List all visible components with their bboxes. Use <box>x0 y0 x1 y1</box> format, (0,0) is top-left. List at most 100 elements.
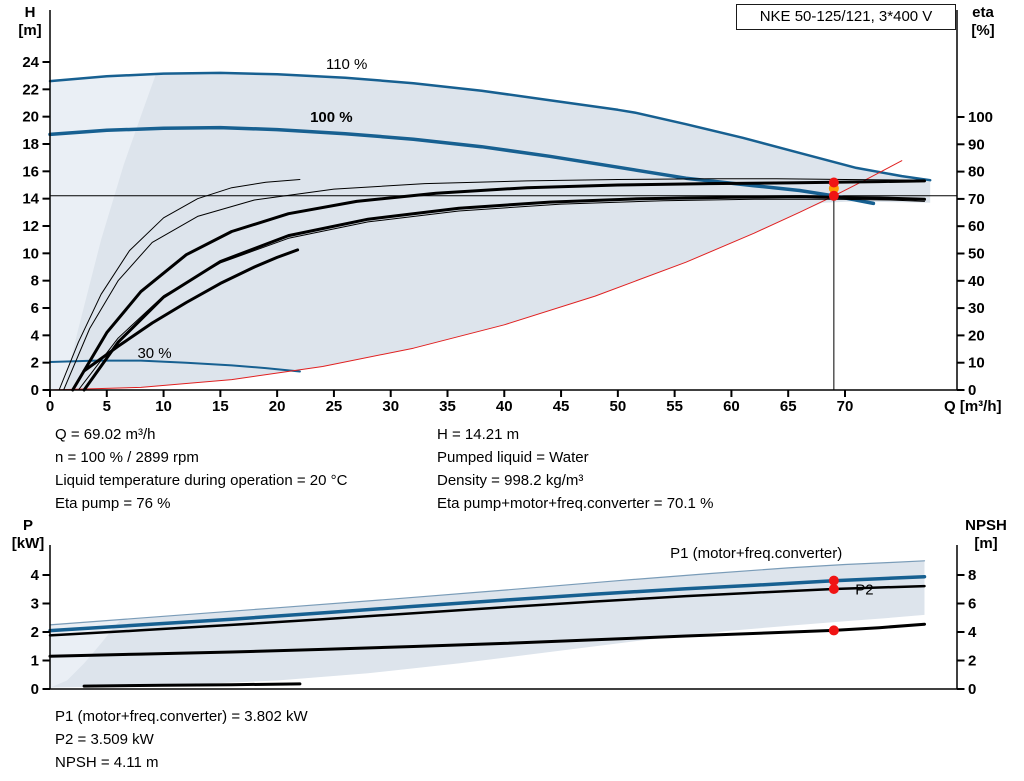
tick-label: 8 <box>31 273 39 290</box>
eta-axis-label-line1: eta <box>972 4 994 21</box>
tick-label: 12 <box>22 218 39 235</box>
tick-label: 30 <box>382 398 399 415</box>
tick-label: 4 <box>968 624 977 641</box>
tick-label: 22 <box>22 81 39 98</box>
tick-label: 2 <box>31 624 39 641</box>
tick-label: 10 <box>968 355 985 372</box>
tick-label: 16 <box>22 163 39 180</box>
npsh-curve <box>48 622 926 658</box>
tick-label: 10 <box>22 245 39 262</box>
info-p1: P1 (motor+freq.converter) = 3.802 kW <box>55 708 308 725</box>
eta-thin-1-curve <box>63 178 925 391</box>
tick-label: 0 <box>968 681 976 698</box>
speed-100-curve <box>48 125 876 206</box>
tick-label: 40 <box>968 273 985 290</box>
pump-title-box: NKE 50-125/121, 3*400 V <box>736 4 956 30</box>
info-speed: n = 100 % / 2899 rpm <box>55 449 199 466</box>
tick-label: 3 <box>31 596 39 613</box>
curve-label: 30 % <box>137 345 171 362</box>
tick-label: 4 <box>31 567 40 584</box>
duty-info-right: H = 14.21 m Pumped liquid = Water Densit… <box>437 423 713 515</box>
tick-label: 18 <box>22 136 39 153</box>
npsh-axis-label: NPSH [m] <box>955 517 1017 553</box>
tick-label: 10 <box>155 398 172 415</box>
tick-label: 20 <box>22 109 39 126</box>
power-envelope <box>50 560 925 688</box>
low-flow-zone <box>50 75 156 390</box>
tick-label: 100 <box>968 109 993 126</box>
tick-label: 6 <box>31 300 39 317</box>
h-axis-label-line1: H <box>24 4 36 21</box>
operating-envelope <box>50 72 931 391</box>
tick-label: 60 <box>968 218 985 235</box>
curve-label: P1 (motor+freq.converter) <box>670 545 842 562</box>
tick-label: 20 <box>968 327 985 344</box>
h-axis-label-line2: [m] <box>18 22 42 39</box>
h-axis-label: H [m] <box>12 4 48 40</box>
tick-label: 20 <box>269 398 286 415</box>
low-flow-zone <box>50 619 122 688</box>
tick-label: 0 <box>31 382 39 399</box>
tick-label: 6 <box>968 596 976 613</box>
tick-label: 1 <box>31 653 39 670</box>
low-speed-power-curve <box>82 682 302 688</box>
q-axis-label: Q [m³/h] <box>944 398 1002 415</box>
eta-total-curve <box>82 195 926 392</box>
tick-label: 15 <box>212 398 229 415</box>
info-flow: Q = 69.02 m³/h <box>55 426 156 443</box>
duty-marker-npsh[interactable] <box>828 625 839 636</box>
envelope-top-curve <box>49 560 926 626</box>
eta-thin-short-curve <box>58 179 301 391</box>
eta-axis-label-line2: [%] <box>971 22 995 39</box>
tick-label: 5 <box>103 398 111 415</box>
info-eta-total: Eta pump+motor+freq.converter = 70.1 % <box>437 495 714 512</box>
tick-label: 30 <box>968 300 985 317</box>
tick-label: 70 <box>968 191 985 208</box>
info-head: H = 14.21 m <box>437 426 520 443</box>
curve-label: P2 <box>855 581 873 598</box>
tick-label: 55 <box>666 398 683 415</box>
duty-info-left: Q = 69.02 m³/h n = 100 % / 2899 rpm Liqu… <box>55 423 347 515</box>
tick-label: 90 <box>968 136 985 153</box>
duty-marker-eta[interactable] <box>828 177 839 188</box>
p-axis-label: P [kW] <box>8 517 48 553</box>
eta-axis-label: eta [%] <box>960 4 1006 40</box>
curve-label: 100 % <box>310 109 353 126</box>
tick-label: 0 <box>46 398 54 415</box>
tick-label: 2 <box>968 653 976 670</box>
info-density: Density = 998.2 kg/m³ <box>437 472 584 489</box>
tick-label: 50 <box>968 246 985 263</box>
p-axis-label-line2: [kW] <box>11 535 45 552</box>
tick-label: 35 <box>439 398 456 415</box>
tick-label: 0 <box>968 382 976 399</box>
p1-curve <box>48 574 927 633</box>
tick-label: 8 <box>968 567 976 584</box>
power-info: P1 (motor+freq.converter) = 3.802 kW P2 … <box>55 705 308 774</box>
curve-label: 110 % <box>326 56 367 73</box>
eta-pump-curve <box>71 179 926 392</box>
p2-curve <box>48 584 926 637</box>
npsh-axis-label-line1: NPSH <box>965 517 1007 534</box>
duty-marker-p1[interactable] <box>828 575 839 586</box>
speed-110-curve <box>48 71 932 182</box>
power-npsh-chart: P1 (motor+freq.converter) P2 0 1 2 3 4 0 2 4 6 8 <box>31 545 977 698</box>
tick-label: 4 <box>31 327 40 344</box>
tick-label: 50 <box>610 398 627 415</box>
tick-label: 70 <box>837 398 854 415</box>
tick-label: 45 <box>553 398 570 415</box>
npsh-axis-label-line2: [m] <box>974 535 998 552</box>
eta-bold-short-curve <box>82 248 300 373</box>
tick-label: 24 <box>22 54 39 71</box>
info-eta-pump: Eta pump = 76 % <box>55 495 171 512</box>
tick-label: 14 <box>22 191 39 208</box>
tick-label: 2 <box>31 355 39 372</box>
info-npsh: NPSH = 4.11 m <box>55 754 159 771</box>
speed-30-curve <box>49 359 301 373</box>
info-p2: P2 = 3.509 kW <box>55 731 154 748</box>
duty-marker-p2[interactable] <box>828 583 839 594</box>
duty-marker-qh[interactable] <box>828 190 839 201</box>
info-pumped-liquid: Pumped liquid = Water <box>437 449 589 466</box>
tick-label: 0 <box>31 681 39 698</box>
